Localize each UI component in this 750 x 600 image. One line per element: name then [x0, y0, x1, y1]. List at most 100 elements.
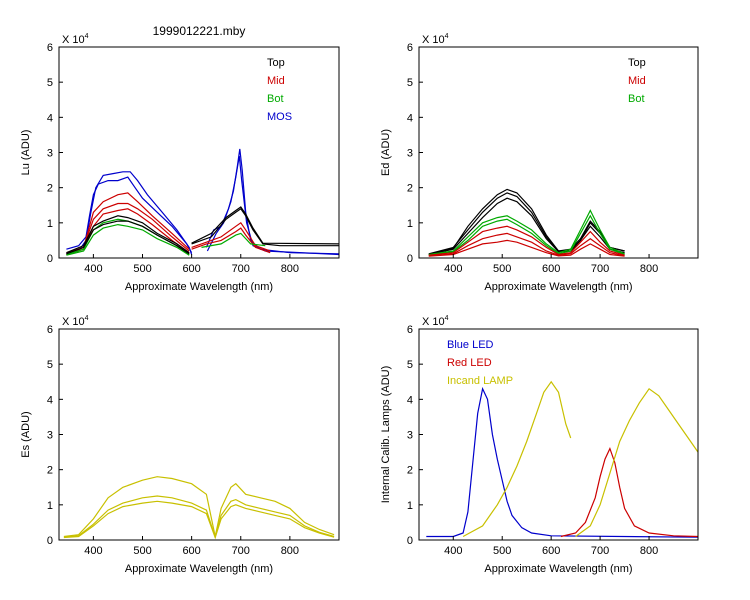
- y-tick-label: 5: [47, 359, 53, 371]
- series-line-top: [66, 220, 190, 255]
- y-tick-label: 6: [47, 324, 53, 336]
- x-tick-label: 800: [281, 545, 299, 557]
- x-tick-label: 500: [133, 545, 151, 557]
- legend-entry: Bot: [628, 93, 645, 105]
- series-group: [428, 188, 625, 257]
- series-line-top: [428, 192, 625, 255]
- y-exponent-label: X 104: [62, 33, 89, 46]
- series-line-bot: [66, 223, 190, 256]
- x-tick-label: 600: [182, 545, 200, 557]
- series-line-incand-lamp: [575, 387, 698, 537]
- x-axis-label: Approximate Wavelength (nm): [125, 563, 273, 575]
- x-tick-label: 800: [640, 545, 658, 557]
- y-tick-label: 3: [407, 148, 413, 160]
- y-tick-label: 6: [47, 42, 53, 54]
- x-axis-label: Approximate Wavelength (nm): [125, 281, 273, 293]
- y-tick-label: 4: [407, 394, 413, 406]
- x-tick-label: 600: [542, 263, 560, 275]
- y-tick-label: 0: [47, 253, 53, 265]
- series-line-mos: [66, 176, 193, 253]
- x-tick-label: 700: [591, 263, 609, 275]
- y-tick-label: 2: [407, 183, 413, 195]
- y-tick-label: 5: [407, 359, 413, 371]
- y-exponent-label: X 104: [62, 315, 89, 328]
- figure-title: 1999012221.mby: [153, 24, 246, 38]
- series-line-mid-red: [191, 221, 271, 252]
- series-line-top: [428, 197, 625, 256]
- y-exponent-label: X 104: [422, 315, 449, 328]
- y-exponent-label: X 104: [422, 33, 449, 46]
- series-line-top-red: [191, 207, 339, 247]
- x-tick-label: 700: [232, 545, 250, 557]
- y-axis-label: Ed (ADU): [380, 129, 392, 176]
- y-tick-label: 5: [47, 77, 53, 89]
- y-tick-label: 2: [407, 465, 413, 477]
- legend-entry: Mid: [628, 75, 646, 87]
- series-line-incand-lamp: [462, 380, 572, 538]
- series-line-mid-red: [191, 227, 271, 254]
- legend-entry: Bot: [267, 93, 284, 105]
- y-exponent-power: 4: [445, 315, 449, 322]
- y-tick-label: 5: [407, 77, 413, 89]
- y-tick-label: 3: [47, 430, 53, 442]
- y-tick-label: 6: [407, 324, 413, 336]
- x-tick-label: 400: [444, 545, 462, 557]
- y-tick-label: 0: [407, 253, 413, 265]
- x-tick-label: 600: [542, 545, 560, 557]
- y-tick-label: 1: [47, 218, 53, 230]
- y-tick-label: 2: [47, 465, 53, 477]
- legend-entry: Red LED: [447, 357, 492, 369]
- series-line-top-red: [191, 206, 339, 245]
- y-tick-label: 0: [407, 535, 413, 547]
- x-tick-label: 600: [182, 263, 200, 275]
- chart-lu: 0 1 2 3 4 5 6 400 500 600 700 800 X 104 Approximate W…: [20, 33, 340, 293]
- x-tick-label: 700: [232, 263, 250, 275]
- y-tick-label: 4: [47, 394, 53, 406]
- series-line-mid: [428, 232, 625, 257]
- x-tick-label: 500: [133, 263, 151, 275]
- y-tick-label: 1: [407, 500, 413, 512]
- series-line-es: [63, 500, 335, 540]
- series-line-bot: [428, 214, 625, 256]
- y-tick-label: 1: [47, 500, 53, 512]
- legend-entry: Top: [267, 57, 285, 69]
- y-tick-label: 6: [407, 42, 413, 54]
- series-line-blue-led: [426, 386, 698, 538]
- legend-entry: MOS: [267, 111, 292, 123]
- series-line-mid: [428, 225, 625, 256]
- legend-entry: Mid: [267, 75, 285, 87]
- x-tick-label: 400: [84, 545, 102, 557]
- legend-entry: Blue LED: [447, 339, 494, 351]
- series-line-top: [428, 188, 625, 256]
- series-line-mid: [66, 192, 190, 256]
- series-group: [66, 148, 339, 256]
- series-line-mid: [66, 202, 190, 254]
- y-tick-label: 4: [407, 112, 413, 124]
- y-axis-label: Internal Calib. Lamps (ADU): [380, 366, 392, 504]
- x-tick-label: 500: [493, 545, 511, 557]
- x-tick-label: 400: [84, 263, 102, 275]
- y-axis-label: Es (ADU): [20, 411, 32, 457]
- x-axis-label: Approximate Wavelength (nm): [484, 563, 632, 575]
- y-tick-label: 2: [47, 183, 53, 195]
- y-tick-label: 3: [407, 430, 413, 442]
- x-tick-label: 400: [444, 263, 462, 275]
- y-exponent-power: 4: [445, 33, 449, 40]
- x-tick-label: 800: [281, 263, 299, 275]
- y-axis-label: Lu (ADU): [20, 130, 32, 176]
- y-exponent-power: 4: [85, 315, 89, 322]
- series-line-red-led: [560, 447, 698, 538]
- chart-es: 0 1 2 3 4 5 6 400 500 600 700 800 X 104 Approximate W…: [20, 315, 340, 575]
- x-tick-label: 800: [640, 263, 658, 275]
- chart-ed: 0 1 2 3 4 5 6 400 500 600 700 800 X 104 Approximate W…: [380, 33, 699, 293]
- series-group: [63, 476, 335, 540]
- x-tick-label: 700: [591, 545, 609, 557]
- y-tick-label: 1: [407, 218, 413, 230]
- series-group: [426, 380, 698, 538]
- chart-cal: 0 1 2 3 4 5 6 400 500 600 700 800 X 104 Approximate W…: [380, 315, 699, 575]
- y-tick-label: 0: [47, 535, 53, 547]
- series-line-mos-red: [205, 148, 339, 255]
- y-tick-label: 3: [47, 148, 53, 160]
- series-line-bot-red: [201, 232, 266, 248]
